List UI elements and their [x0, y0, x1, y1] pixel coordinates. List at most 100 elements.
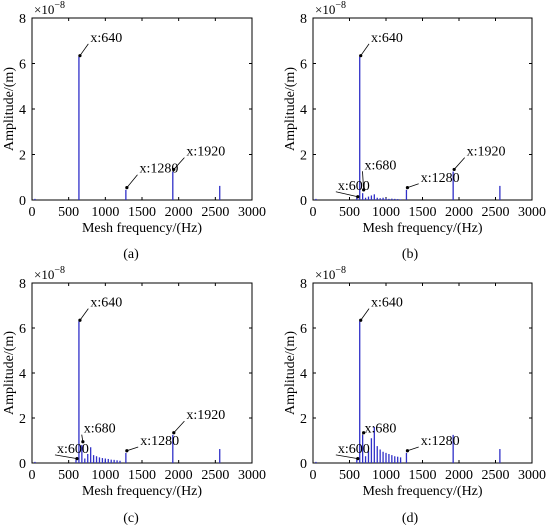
x-tick-label: 0 — [29, 468, 36, 483]
x-axis-label: Mesh frequency/(Hz) — [82, 221, 202, 236]
y-tick-label: 4 — [300, 103, 307, 118]
x-tick-label: 500 — [339, 205, 360, 220]
annotation-marker — [405, 449, 410, 453]
y-tick-label: 8 — [300, 277, 307, 292]
panel-caption: (a) — [123, 247, 139, 262]
annotation-label: x:600 — [57, 442, 89, 457]
annotation-leader — [407, 183, 419, 189]
annotation-label: x:600 — [338, 179, 370, 194]
y-tick-label: 2 — [300, 412, 307, 427]
x-tick-label: 2500 — [482, 205, 510, 220]
x-tick-label: 3000 — [518, 468, 546, 483]
y-tick-label: 2 — [19, 149, 26, 164]
y-tick-label: 8 — [19, 277, 26, 292]
y-multiplier-base: ×10 — [315, 2, 335, 17]
x-tick-label: 500 — [58, 468, 79, 483]
y-multiplier-base: ×10 — [34, 267, 54, 282]
x-axis-label: Mesh frequency/(Hz) — [362, 221, 482, 236]
annotation-label: x:1920 — [186, 408, 225, 423]
y-multiplier-exponent: −8 — [54, 265, 65, 276]
y-tick-label: 2 — [300, 149, 307, 164]
x-tick-label: 2000 — [445, 468, 473, 483]
y-multiplier: ×10−8 — [34, 265, 65, 282]
y-multiplier-exponent: −8 — [54, 0, 65, 11]
y-tick-label: 6 — [19, 322, 26, 337]
x-tick-label: 3000 — [238, 468, 266, 483]
annotation-marker — [452, 167, 456, 172]
annotation-marker — [75, 457, 79, 461]
annotation-label: x:1920 — [467, 145, 506, 160]
x-tick-label: 3000 — [518, 205, 546, 220]
annotation-marker — [78, 318, 82, 322]
y-multiplier: ×10−8 — [34, 0, 65, 17]
x-tick-label: 0 — [310, 205, 317, 220]
annotation-label: x:640 — [90, 296, 122, 311]
x-tick-label: 2500 — [482, 468, 510, 483]
x-tick-label: 1500 — [409, 205, 437, 220]
annotation-marker — [359, 318, 363, 322]
annotation-marker — [125, 186, 129, 190]
annotation-label: x:640 — [371, 31, 403, 46]
x-tick-label: 1000 — [372, 205, 400, 220]
annotation-leader — [360, 308, 370, 321]
annotation-marker — [362, 188, 366, 192]
annotation-label: x:680 — [364, 158, 396, 173]
y-tick-label: 0 — [300, 457, 307, 472]
annotation-leader — [173, 157, 185, 170]
annotation-label: x:640 — [371, 296, 403, 311]
panel-caption: (c) — [123, 511, 139, 526]
annotation-label: x:680 — [364, 422, 396, 437]
x-tick-label: 3000 — [238, 205, 266, 220]
y-tick-label: 6 — [300, 58, 307, 73]
y-tick-label: 4 — [300, 367, 307, 382]
annotation-label: x:1280 — [139, 162, 178, 177]
x-axis-label: Mesh frequency/(Hz) — [362, 484, 482, 499]
annotation-marker — [172, 431, 176, 435]
panel-c: 0 500 1000 1500 2000 2500 3000 0 2 4 6 8 ×10−8 Mesh f… — [2, 265, 266, 526]
x-tick-label: 1000 — [372, 468, 400, 483]
x-axis-label: Mesh frequency/(Hz) — [82, 484, 202, 499]
y-tick-label: 4 — [19, 367, 26, 382]
x-tick-label: 1000 — [91, 205, 119, 220]
annotation-marker — [362, 431, 366, 435]
annotation-leader — [79, 43, 89, 56]
annotation-marker — [78, 54, 82, 58]
annotation-marker — [356, 457, 360, 461]
annotation-leader — [54, 454, 78, 460]
annotation-leader — [360, 43, 370, 56]
y-multiplier: ×10−8 — [315, 0, 346, 17]
annotation-label: x:1280 — [140, 434, 179, 449]
annotation-label: x:1920 — [186, 145, 225, 160]
y-axis-label: Amplitude/(m) — [283, 331, 298, 415]
y-axis-label: Amplitude/(m) — [2, 67, 17, 151]
y-tick-label: 6 — [19, 58, 26, 73]
y-multiplier-exponent: −8 — [335, 0, 346, 11]
y-tick-label: 0 — [19, 194, 26, 209]
annotation-label: x:1280 — [421, 171, 460, 186]
y-axis-label: Amplitude/(m) — [2, 331, 17, 415]
y-tick-label: 8 — [300, 12, 307, 27]
annotation-label: x:640 — [90, 31, 122, 46]
annotation-leader — [335, 454, 358, 460]
panel-caption: (b) — [402, 247, 419, 262]
annotation-label: x:680 — [84, 422, 116, 437]
x-tick-label: 2000 — [165, 205, 193, 220]
x-tick-label: 0 — [310, 468, 317, 483]
annotation-leader — [126, 174, 138, 188]
x-tick-label: 2500 — [201, 205, 229, 220]
x-tick-label: 500 — [339, 468, 360, 483]
annotation-leader — [79, 308, 89, 321]
x-tick-label: 2500 — [201, 468, 229, 483]
annotation-leader — [453, 157, 465, 170]
x-tick-label: 2000 — [445, 205, 473, 220]
annotation-marker — [81, 440, 85, 444]
annotation-leader — [126, 446, 139, 452]
panel-b: 0 500 1000 1500 2000 2500 3000 0 2 4 6 8 ×10−8 Mesh f… — [283, 0, 546, 262]
annotation-leader — [362, 171, 365, 190]
y-tick-label: 8 — [19, 12, 26, 27]
y-multiplier-base: ×10 — [315, 267, 335, 282]
annotation-marker — [405, 186, 410, 190]
y-tick-label: 2 — [19, 412, 26, 427]
annotation-leader — [335, 191, 358, 198]
